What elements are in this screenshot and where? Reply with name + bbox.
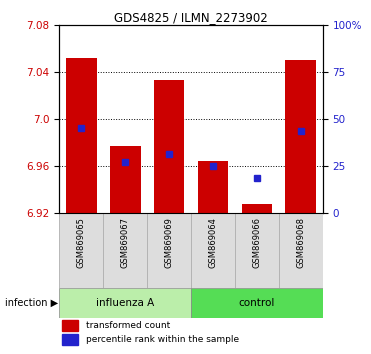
- Text: GSM869069: GSM869069: [165, 217, 174, 268]
- Text: control: control: [239, 298, 275, 308]
- Bar: [279, 213, 323, 289]
- Text: GSM869065: GSM869065: [77, 217, 86, 268]
- Bar: [235, 213, 279, 289]
- Bar: [62, 334, 78, 346]
- Bar: [59, 289, 191, 318]
- Bar: [110, 146, 141, 213]
- Text: GSM869068: GSM869068: [296, 217, 305, 268]
- Bar: [191, 289, 323, 318]
- Bar: [147, 213, 191, 289]
- Title: GDS4825 / ILMN_2273902: GDS4825 / ILMN_2273902: [114, 11, 268, 24]
- Bar: [154, 80, 184, 213]
- Bar: [242, 204, 272, 213]
- Text: percentile rank within the sample: percentile rank within the sample: [86, 335, 239, 344]
- Bar: [59, 213, 103, 289]
- Bar: [103, 213, 147, 289]
- Text: GSM869067: GSM869067: [121, 217, 130, 268]
- Text: GSM869066: GSM869066: [252, 217, 262, 268]
- Bar: [191, 213, 235, 289]
- Text: infection ▶: infection ▶: [5, 298, 59, 308]
- Text: GSM869064: GSM869064: [209, 217, 217, 268]
- Bar: [285, 60, 316, 213]
- Bar: [66, 58, 97, 213]
- Bar: [62, 320, 78, 331]
- Text: influenza A: influenza A: [96, 298, 154, 308]
- Bar: [198, 161, 229, 213]
- Text: transformed count: transformed count: [86, 321, 170, 330]
